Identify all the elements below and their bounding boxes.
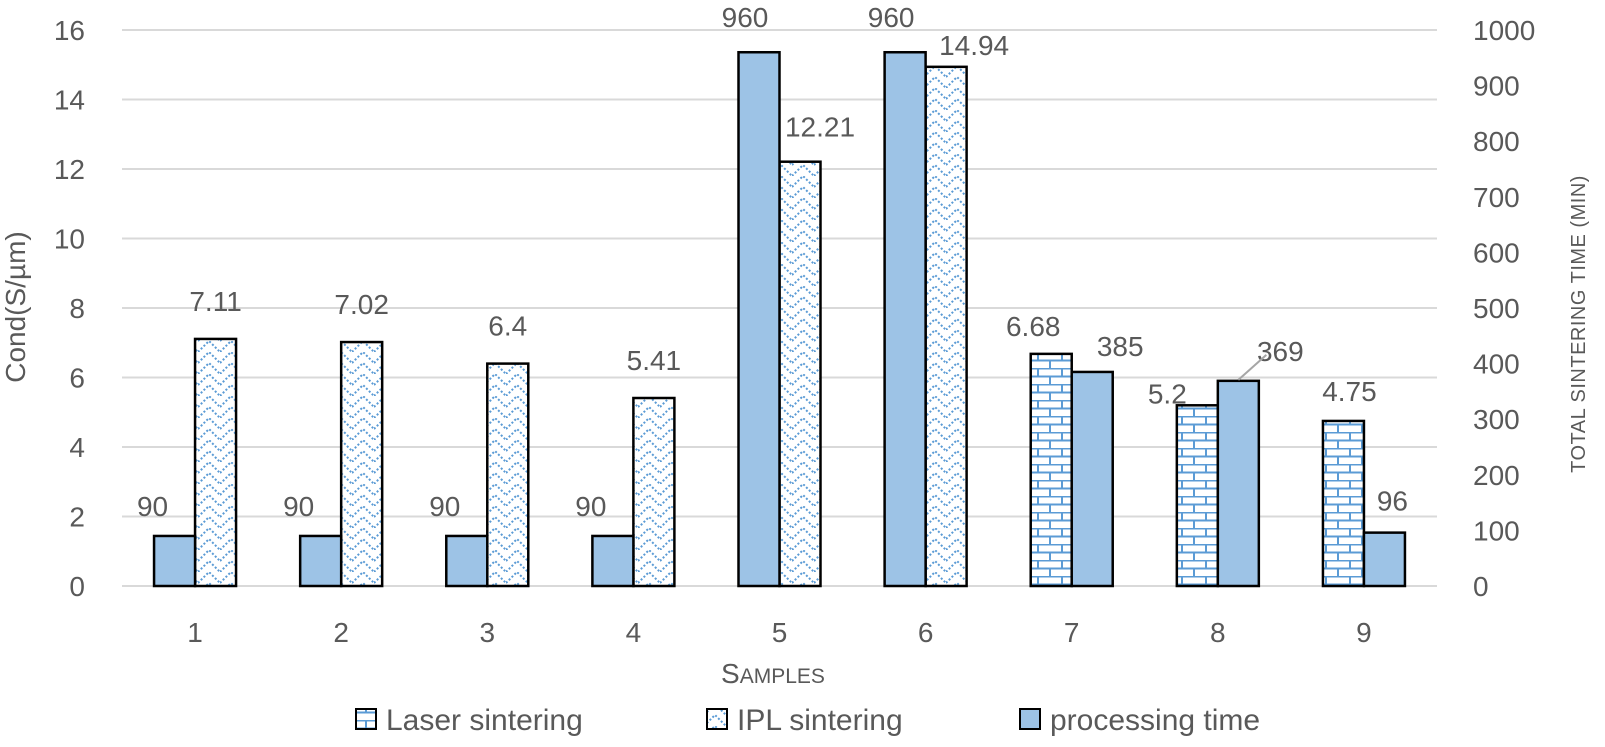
left-tick-label: 6 <box>69 363 85 394</box>
data-label: 14.94 <box>939 30 1009 61</box>
data-label: 960 <box>722 2 769 33</box>
x-tick-label: 1 <box>187 617 203 648</box>
legend-swatch <box>706 708 728 730</box>
x-tick-label: 5 <box>772 617 788 648</box>
bar-laser-sintering <box>1029 352 1073 588</box>
data-label: 7.11 <box>189 286 241 317</box>
right-axis-title: TOTAL SINTERING TIME (MIN) <box>1568 175 1590 473</box>
left-tick-label: 8 <box>69 293 85 324</box>
bar-ipl-sintering <box>632 396 676 588</box>
left-tick-label: 14 <box>54 85 85 116</box>
left-tick-label: 0 <box>69 571 85 602</box>
data-label: 6.68 <box>1006 311 1061 342</box>
x-tick-label: 7 <box>1064 617 1080 648</box>
legend: Laser sintering IPL sintering processing t… <box>355 704 1260 737</box>
data-label: 385 <box>1097 331 1144 362</box>
right-tick-label: 200 <box>1473 460 1520 491</box>
data-label: 90 <box>429 491 460 522</box>
right-tick-label: 600 <box>1473 237 1520 268</box>
bar-ipl-sintering <box>486 362 530 588</box>
bar-processing-time <box>737 50 781 588</box>
data-label: 5.41 <box>627 345 682 376</box>
bar-processing-time <box>298 534 343 588</box>
data-label: 90 <box>575 491 606 522</box>
left-axis-ticks: 0 2 4 6 8 10 12 14 16 <box>54 15 85 602</box>
data-label: 5.2 <box>1148 378 1187 409</box>
left-tick-label: 10 <box>54 224 85 255</box>
left-tick-label: 16 <box>54 15 85 46</box>
data-label: 96 <box>1377 486 1408 517</box>
x-tick-label: 8 <box>1210 617 1226 648</box>
x-axis-ticks: 1 2 3 4 5 6 7 8 9 <box>187 617 1371 648</box>
legend-label: IPL sintering <box>737 704 903 737</box>
x-tick-label: 6 <box>918 617 934 648</box>
x-axis-title: SAMPLES <box>721 658 825 689</box>
bars <box>152 50 1407 588</box>
bar-processing-time <box>883 50 927 588</box>
legend-label: processing time <box>1050 704 1260 737</box>
label-leader-line <box>1237 354 1267 381</box>
bar-processing-time <box>591 534 635 588</box>
right-axis-ticks: 0 100 200 300 400 500 600 700 800 900 1000 <box>1473 15 1535 602</box>
data-label: 90 <box>283 491 314 522</box>
x-tick-label: 3 <box>479 617 495 648</box>
legend-swatch <box>1019 708 1041 730</box>
left-tick-label: 2 <box>69 502 85 533</box>
right-tick-label: 100 <box>1473 515 1520 546</box>
x-tick-label: 2 <box>333 617 349 648</box>
bar-laser-sintering <box>1321 419 1366 588</box>
bar-processing-time <box>152 534 197 588</box>
data-label: 4.75 <box>1322 376 1377 407</box>
right-tick-label: 0 <box>1473 571 1489 602</box>
legend-swatch <box>355 708 377 730</box>
bar-processing-time <box>1216 379 1261 588</box>
data-label: 7.02 <box>334 289 389 320</box>
right-tick-label: 400 <box>1473 349 1520 380</box>
bar-processing-time <box>445 534 489 588</box>
bar-ipl-sintering <box>339 340 384 588</box>
data-label: 90 <box>137 491 168 522</box>
right-tick-label: 300 <box>1473 404 1520 435</box>
right-tick-label: 1000 <box>1473 15 1535 46</box>
right-tick-label: 800 <box>1473 126 1520 157</box>
right-tick-label: 500 <box>1473 293 1520 324</box>
data-label: 369 <box>1257 336 1304 367</box>
bar-processing-time <box>1070 370 1114 588</box>
right-tick-label: 900 <box>1473 71 1520 102</box>
bar-ipl-sintering <box>193 337 238 588</box>
x-tick-label: 4 <box>626 617 642 648</box>
legend-label: Laser sintering <box>386 704 583 737</box>
data-labels: 7.11 90 7.02 90 6.4 90 5.41 90 12.21 960 14.94 960 6… <box>137 2 1408 522</box>
left-tick-label: 4 <box>69 432 85 463</box>
left-tick-label: 12 <box>54 154 85 185</box>
data-label: 960 <box>868 2 915 33</box>
bar-laser-sintering <box>1175 404 1220 588</box>
data-label: 12.21 <box>785 112 855 143</box>
data-label: 6.4 <box>488 311 527 342</box>
right-tick-label: 700 <box>1473 182 1520 213</box>
bar-ipl-sintering <box>924 65 968 588</box>
bar-processing-time <box>1362 531 1407 588</box>
bar-ipl-sintering <box>778 160 822 588</box>
left-axis-title: Cond(S/µm) <box>0 231 31 383</box>
x-tick-label: 9 <box>1356 617 1372 648</box>
